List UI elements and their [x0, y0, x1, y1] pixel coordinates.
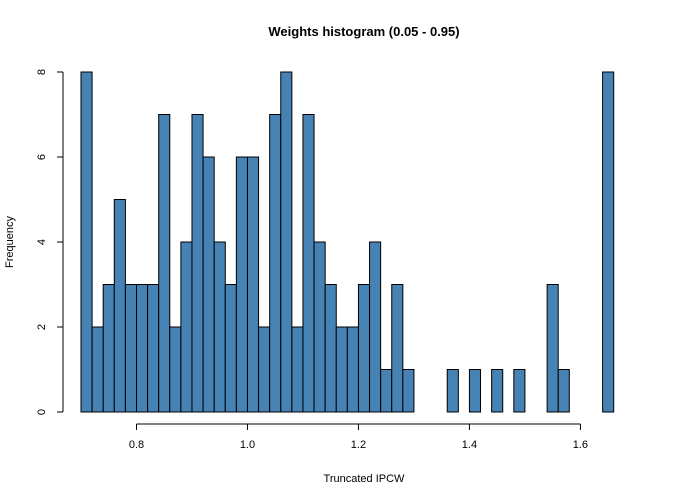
y-tick-label: 0	[36, 409, 48, 415]
histogram-bar	[135, 284, 149, 413]
histogram-bar	[369, 241, 382, 413]
y-tick-label: 6	[36, 154, 48, 160]
histogram-bar	[258, 326, 271, 413]
histogram-bar	[302, 114, 315, 413]
x-tick-label: 0.8	[129, 439, 144, 451]
histogram-bar	[113, 199, 126, 413]
histogram-bar	[280, 71, 293, 413]
y-axis: 0 2 4 6 8	[36, 69, 64, 415]
x-tick-label: 1.6	[573, 439, 588, 451]
x-axis-label: Truncated IPCW	[324, 473, 406, 485]
histogram-bar	[546, 284, 559, 413]
histogram-bar	[491, 369, 504, 413]
histogram-bar	[102, 284, 115, 413]
histogram-bar	[235, 156, 248, 413]
histogram-bar	[180, 241, 193, 413]
histogram-bar	[269, 114, 282, 413]
histogram-bar	[224, 284, 237, 413]
x-axis: 0.8 1.0 1.2 1.4 1.6	[129, 423, 588, 451]
histogram-bar	[380, 369, 393, 413]
histogram-bar	[213, 241, 226, 413]
y-axis-label: Frequency	[4, 216, 16, 268]
histogram-bar	[557, 369, 570, 413]
chart-title: Weights histogram (0.05 - 0.95)	[268, 24, 459, 39]
x-tick-label: 1.4	[462, 439, 477, 451]
bars-group	[80, 71, 615, 413]
y-tick-label: 4	[36, 239, 48, 245]
histogram-bar	[158, 114, 171, 413]
histogram-bar	[402, 369, 415, 413]
histogram-bar	[169, 326, 182, 413]
histogram-bar	[202, 156, 215, 413]
histogram-bar	[346, 326, 359, 413]
histogram-bar	[124, 284, 137, 413]
x-tick-label: 1.0	[240, 439, 255, 451]
histogram-bar	[91, 326, 104, 413]
histogram-bar	[391, 284, 404, 413]
histogram-bar	[357, 284, 371, 413]
histogram-bar	[246, 156, 260, 413]
y-tick-label: 8	[36, 69, 48, 75]
x-tick-label: 1.2	[351, 439, 366, 451]
histogram-bar	[80, 71, 93, 413]
histogram-bar	[147, 284, 160, 413]
y-tick-label: 2	[36, 324, 48, 330]
histogram-bar	[313, 241, 326, 413]
histogram-bar	[324, 284, 337, 413]
histogram-bar	[468, 369, 482, 413]
histogram-bar	[291, 326, 304, 413]
histogram-bar	[191, 114, 204, 413]
histogram-bar	[335, 326, 348, 413]
histogram-bar	[513, 369, 526, 413]
histogram-bar	[602, 71, 615, 413]
histogram-bar	[446, 369, 459, 413]
